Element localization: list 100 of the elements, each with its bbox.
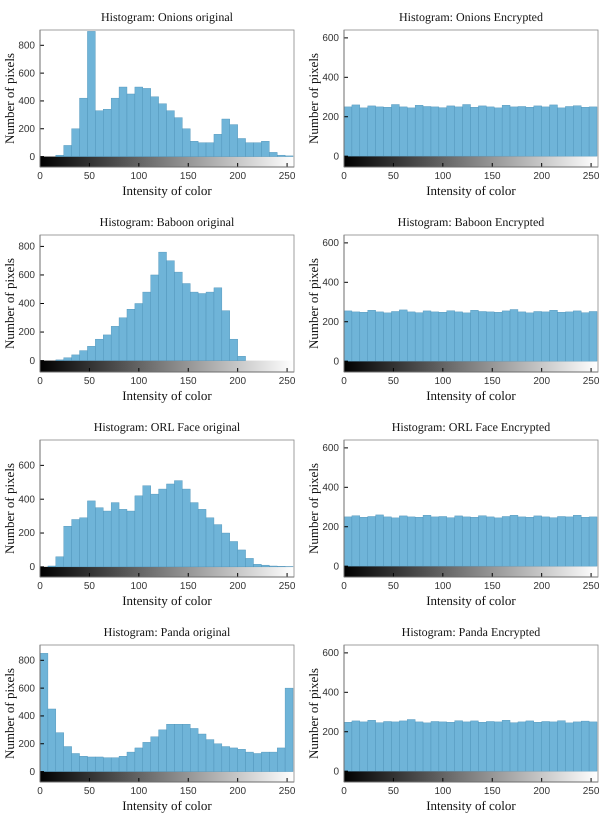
y-tick-label: 0	[29, 152, 36, 163]
y-axis-title: Number of pixels	[2, 53, 17, 144]
x-tick-label: 150	[180, 786, 198, 797]
y-tick-label: 200	[18, 738, 36, 750]
x-axis-title: Intensity of color	[426, 183, 516, 198]
y-axis-title: Number of pixels	[306, 463, 321, 554]
y-tick-label: 0	[333, 356, 340, 368]
chart-title: Histogram: Onions Encrypted	[399, 10, 543, 24]
x-tick-label: 250	[582, 786, 600, 797]
x-tick-label: 100	[130, 376, 148, 387]
x-tick-label: 250	[582, 171, 600, 182]
y-tick-label: 0	[333, 766, 340, 778]
y-tick-label: 600	[18, 270, 36, 282]
y-tick-label: 200	[18, 124, 36, 135]
y-tick-label: 200	[322, 726, 340, 738]
x-tick-label: 100	[130, 171, 148, 182]
y-tick-label: 400	[18, 711, 36, 722]
y-tick-label: 400	[322, 72, 340, 84]
y-axis-title: Number of pixels	[306, 668, 321, 759]
x-tick-label: 150	[180, 171, 198, 182]
x-tick-label: 250	[278, 786, 296, 797]
x-tick-label: 50	[84, 581, 96, 592]
x-tick-label: 50	[84, 376, 96, 387]
y-axis-title: Number of pixels	[2, 463, 17, 554]
x-tick-label: 150	[180, 376, 198, 387]
y-tick-label: 0	[29, 356, 36, 367]
y-tick-label: 0	[333, 151, 340, 162]
x-tick-label: 100	[130, 581, 148, 592]
x-tick-label: 250	[582, 376, 600, 387]
x-axis-title: Intensity of color	[426, 593, 516, 608]
y-axis-title: Number of pixels	[306, 53, 321, 144]
x-tick-label: 150	[180, 581, 198, 592]
x-tick-label: 50	[84, 786, 96, 797]
x-tick-label: 200	[229, 786, 246, 797]
y-tick-label: 600	[322, 443, 340, 454]
x-tick-label: 200	[229, 581, 246, 592]
x-axis-title: Intensity of color	[426, 388, 516, 403]
y-tick-label: 600	[322, 238, 340, 250]
y-tick-label: 600	[18, 683, 36, 694]
chart-title: Histogram: Onions original	[101, 10, 234, 24]
y-tick-label: 200	[322, 316, 340, 328]
x-tick-label: 0	[37, 171, 44, 182]
y-tick-label: 800	[18, 40, 36, 52]
x-axis-title: Intensity of color	[122, 388, 212, 403]
x-tick-label: 250	[278, 376, 296, 387]
y-axis-title: Number of pixels	[2, 668, 17, 759]
x-tick-label: 0	[37, 581, 44, 592]
x-tick-label: 0	[341, 581, 348, 592]
y-tick-label: 200	[322, 522, 340, 533]
x-tick-label: 200	[533, 376, 550, 387]
y-axis-title: Number of pixels	[306, 258, 321, 349]
x-axis-title: Intensity of color	[122, 798, 212, 813]
y-tick-label: 400	[322, 278, 340, 289]
x-tick-label: 50	[84, 171, 96, 182]
x-tick-label: 150	[484, 786, 502, 797]
x-tick-label: 200	[533, 171, 550, 182]
x-axis-title: Intensity of color	[122, 593, 212, 608]
y-tick-label: 0	[333, 561, 340, 572]
x-tick-label: 250	[278, 581, 296, 592]
chart-title: Histogram: Panda Encrypted	[402, 625, 540, 639]
x-tick-label: 150	[484, 376, 502, 387]
y-tick-label: 400	[18, 298, 36, 310]
x-tick-label: 0	[37, 376, 44, 387]
y-tick-label: 400	[322, 688, 340, 699]
x-tick-label: 50	[388, 581, 400, 592]
chart-title: Histogram: Baboon Encrypted	[398, 215, 544, 229]
x-tick-label: 50	[388, 786, 400, 797]
x-tick-label: 100	[434, 171, 452, 182]
x-tick-label: 0	[341, 171, 348, 182]
y-tick-label: 400	[18, 494, 36, 506]
y-tick-label: 600	[18, 460, 36, 472]
x-tick-label: 100	[434, 581, 452, 592]
x-tick-label: 200	[229, 376, 246, 387]
x-axis-title: Intensity of color	[122, 183, 212, 198]
x-tick-label: 100	[434, 786, 452, 797]
x-tick-label: 0	[341, 376, 348, 387]
y-tick-label: 600	[322, 648, 340, 660]
y-tick-label: 200	[18, 528, 36, 540]
x-tick-label: 150	[484, 171, 502, 182]
y-tick-label: 200	[322, 112, 340, 123]
y-axis-title: Number of pixels	[2, 258, 17, 349]
x-tick-label: 100	[434, 376, 452, 387]
x-tick-label: 200	[533, 581, 550, 592]
x-tick-label: 200	[229, 171, 246, 182]
x-tick-label: 200	[533, 786, 550, 797]
y-tick-label: 0	[29, 562, 36, 574]
chart-title: Histogram: ORL Face original	[94, 420, 241, 434]
x-tick-label: 100	[130, 786, 148, 797]
y-tick-label: 800	[18, 656, 36, 666]
x-tick-label: 50	[388, 171, 400, 182]
y-tick-label: 400	[18, 96, 36, 108]
y-tick-label: 400	[322, 482, 340, 494]
chart-title: Histogram: Baboon original	[100, 215, 235, 229]
chart-title: Histogram: ORL Face Encrypted	[392, 420, 550, 434]
y-tick-label: 600	[322, 33, 340, 44]
x-tick-label: 50	[388, 376, 400, 387]
x-tick-label: 250	[582, 581, 600, 592]
x-tick-label: 150	[484, 581, 502, 592]
x-tick-label: 250	[278, 171, 296, 182]
chart-title: Histogram: Panda original	[104, 625, 231, 639]
